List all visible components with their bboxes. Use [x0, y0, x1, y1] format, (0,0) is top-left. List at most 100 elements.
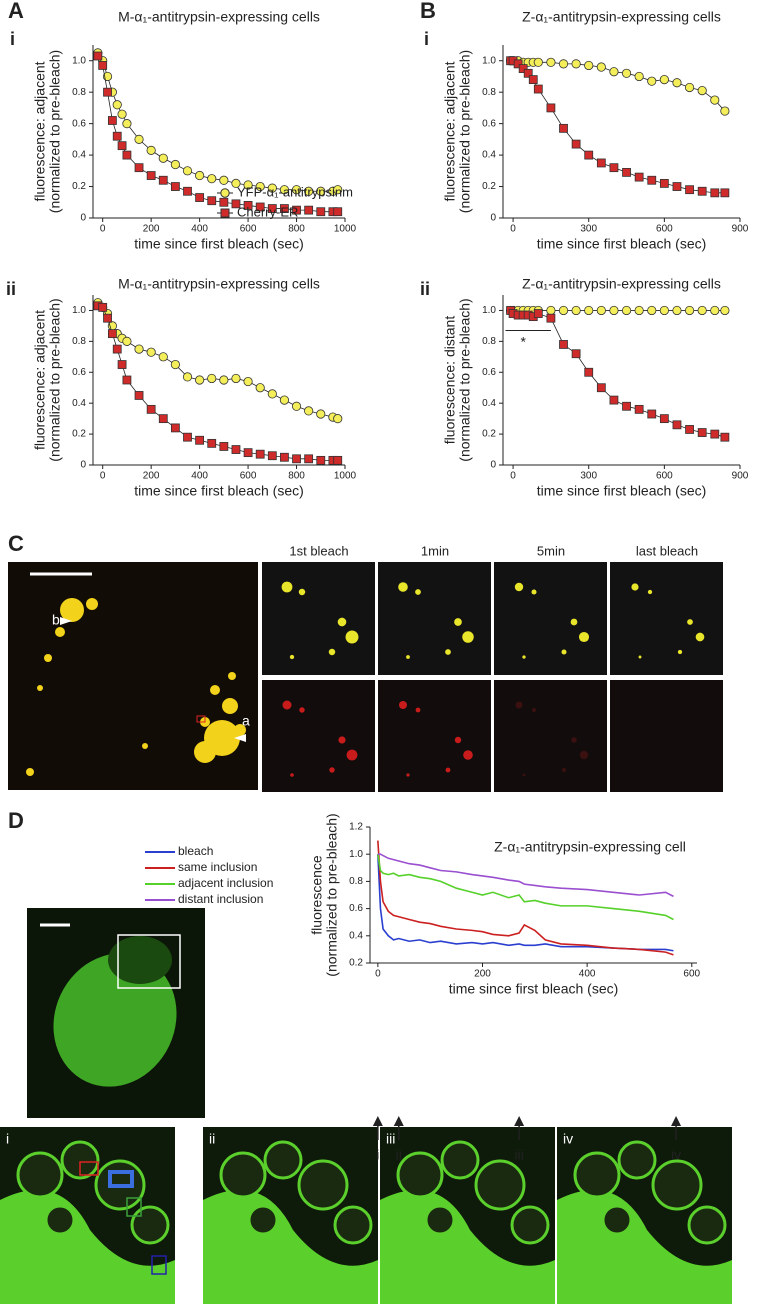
point: [146, 347, 156, 357]
point: [158, 352, 168, 362]
inclusion: [297, 1159, 349, 1211]
inset-label: iv: [563, 1131, 573, 1147]
point: [559, 123, 568, 133]
inclusion: [60, 1140, 100, 1180]
point: [117, 141, 127, 151]
panel-label: D: [8, 808, 24, 833]
series-line: [97, 302, 338, 420]
cell-tissue: [0, 1190, 175, 1304]
panel-label: B: [420, 0, 436, 23]
point: [219, 442, 229, 451]
point: [267, 204, 277, 213]
arrowhead: [393, 1116, 404, 1126]
series-line: [510, 310, 725, 438]
panel-sublabel: ii: [6, 279, 16, 299]
marker-label: a: [242, 713, 250, 729]
image-grid: 1st bleach 1min 5min last bleach: [262, 543, 723, 792]
point: [684, 82, 695, 93]
legend-label: adjacent inclusion: [178, 876, 273, 890]
panel-sublabel: ii: [420, 279, 430, 299]
point: [98, 61, 108, 70]
inclusion: [130, 1205, 170, 1245]
point: [546, 103, 556, 113]
point: [672, 182, 682, 191]
point: [243, 448, 253, 458]
micrograph: [262, 680, 375, 792]
point: [647, 305, 657, 316]
x-tick-label: 300: [580, 224, 597, 235]
point: [596, 383, 606, 393]
y-axis-label: (normalized to pre-bleach): [47, 298, 63, 461]
inclusion: [601, 1204, 633, 1236]
y-tick-label: 0.2: [72, 181, 86, 192]
x-axis-label: time since first bleach (sec): [449, 981, 619, 997]
roi: [108, 1170, 134, 1188]
y-tick-label: 0.4: [349, 930, 363, 941]
point: [647, 409, 657, 419]
point: [546, 305, 556, 316]
inclusion: [345, 630, 359, 644]
y-axis-label: fluorescence: adjacent: [32, 61, 48, 201]
point: [267, 451, 277, 461]
series-line: [377, 854, 674, 952]
x-tick-label: 200: [143, 224, 160, 235]
inclusion: [338, 736, 346, 744]
x-tick-label: 200: [143, 471, 160, 482]
point: [333, 455, 343, 465]
chart-title: Z-α₁-antitrypsin-expressing cells: [522, 9, 721, 25]
arrowhead: [514, 1116, 525, 1126]
inset-label: ii: [209, 1131, 215, 1147]
inclusion: [474, 1159, 526, 1211]
chart-title: Z-α₁-antitrypsin-expressing cell: [494, 839, 686, 855]
image-title: 1min: [421, 543, 449, 558]
point: [243, 180, 253, 190]
arrowhead: [234, 734, 246, 742]
legend-marker: [220, 188, 230, 198]
y-axis-label: fluorescence: [309, 855, 325, 935]
point: [146, 171, 156, 180]
point: [170, 423, 180, 433]
legend-label: YFP-α₁-antitrypsinm: [237, 184, 353, 199]
inset-box: [117, 934, 181, 989]
cell-region: [108, 936, 172, 984]
point: [98, 302, 108, 312]
point: [170, 159, 180, 170]
y-tick-label: 1.0: [72, 55, 86, 66]
inclusion: [651, 1159, 703, 1211]
x-tick-label: 0: [510, 224, 516, 235]
point: [291, 401, 302, 411]
series-line: [377, 853, 674, 898]
y-tick-label: 0.6: [72, 367, 86, 378]
inclusion: [16, 1151, 64, 1199]
y-tick-label: 0.8: [349, 876, 363, 887]
y-tick-label: 0.6: [482, 118, 496, 129]
x-tick-label: 800: [288, 224, 305, 235]
y-tick-label: 0: [80, 460, 86, 471]
legend-marker: [220, 208, 230, 218]
point: [207, 438, 217, 448]
point: [183, 186, 192, 196]
inclusion: [445, 649, 451, 655]
inset-label: iii: [386, 1131, 395, 1147]
inclusion: [462, 631, 474, 643]
point: [546, 57, 556, 67]
point: [158, 153, 168, 163]
arrow-label: iii: [514, 1147, 523, 1163]
y-tick-label: 0.4: [72, 150, 86, 161]
x-tick-label: 600: [240, 224, 257, 235]
point: [659, 414, 669, 424]
point: [333, 414, 343, 424]
point: [634, 305, 644, 316]
point: [316, 409, 326, 419]
inclusion: [289, 654, 295, 660]
point: [621, 68, 632, 78]
y-tick-label: 0: [490, 460, 496, 471]
annotation: *: [520, 334, 526, 350]
point: [528, 75, 538, 84]
point: [158, 414, 168, 424]
y-tick-label: 0.4: [72, 398, 86, 409]
point: [513, 59, 523, 69]
x-tick-label: 400: [191, 224, 208, 235]
y-tick-label: 0: [490, 213, 496, 224]
point: [279, 185, 290, 195]
